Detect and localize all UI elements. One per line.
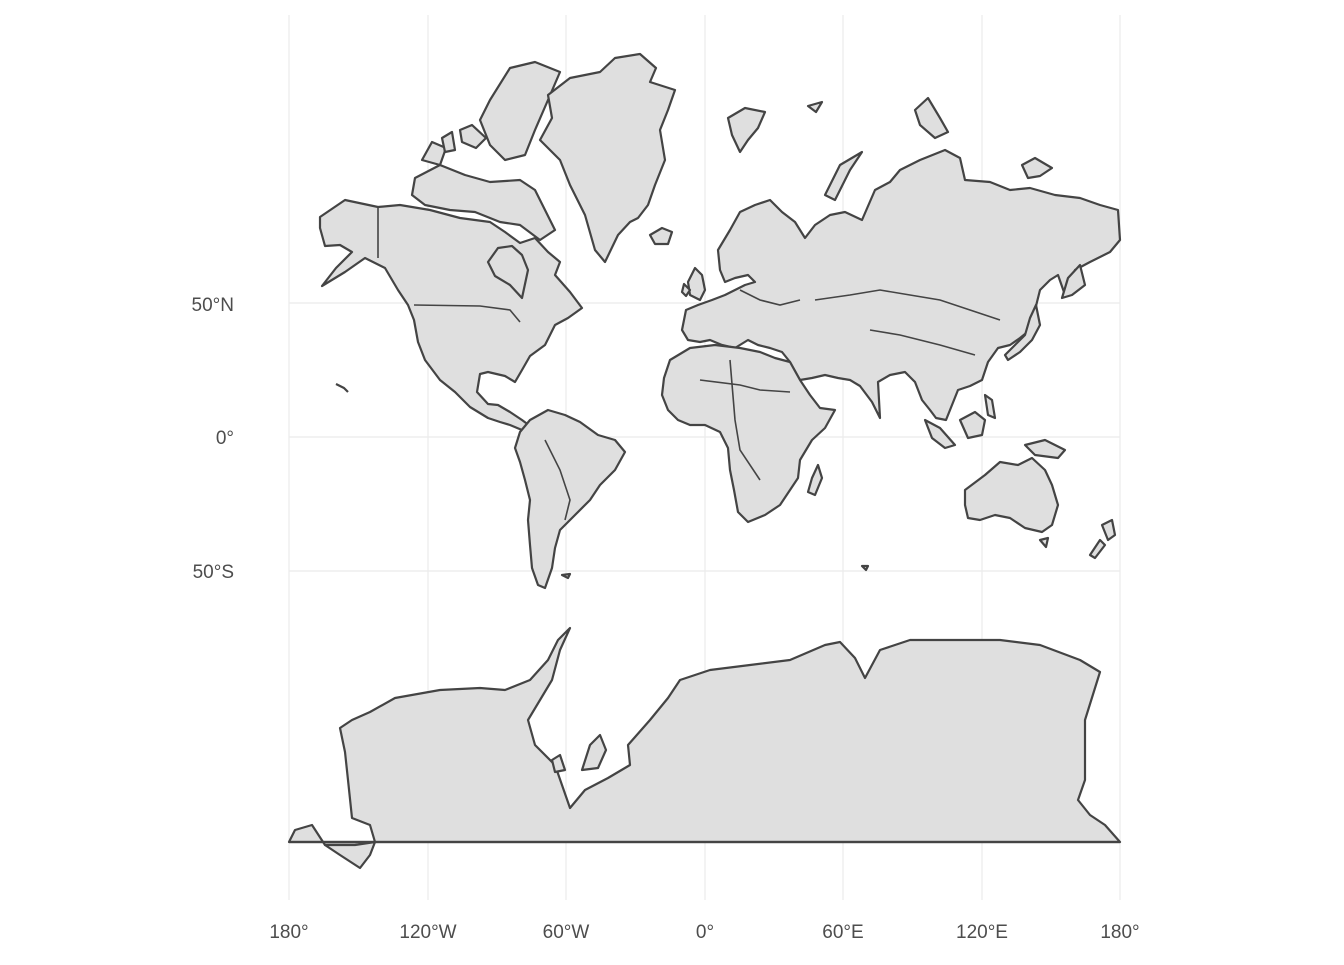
- x-tick-label: 180°: [269, 922, 308, 943]
- landmass-arctic-islands-1: [478, 60, 562, 162]
- landmass-hudson-bay-islands: [486, 244, 530, 300]
- x-tick-label: 0°: [696, 922, 714, 943]
- landmass-philippines: [983, 393, 997, 420]
- landmass-falklands: [560, 572, 572, 580]
- landmass-new-zealand-south: [1088, 538, 1107, 560]
- landmass-eurasia: [680, 148, 1122, 422]
- x-tick-label: 60°E: [822, 922, 863, 943]
- landmass-antarctic-tip: [323, 840, 377, 870]
- y-tick-label: 0°: [216, 428, 234, 449]
- border-sa-1: [544, 439, 571, 521]
- landmass-antarctic-island-2: [550, 753, 567, 774]
- landmass-britain: [686, 266, 707, 302]
- landmass-ireland: [680, 282, 692, 298]
- landmass-arctic-islands-2: [410, 163, 557, 242]
- border-asia-1: [814, 289, 1001, 321]
- landmass-severnaya-zemlya: [913, 96, 950, 140]
- landmass-franz-josef: [806, 100, 824, 114]
- x-tick-label: 60°W: [543, 922, 590, 943]
- landmass-arctic-islands-4: [458, 123, 488, 150]
- y-tick-label: 50°S: [193, 562, 234, 583]
- landmass-antarctic-island: [580, 733, 608, 772]
- landmass-africa: [660, 343, 837, 524]
- landmass-kamchatka: [1060, 263, 1087, 300]
- landmass-iceland: [648, 226, 674, 246]
- x-tick-label: 120°E: [956, 922, 1008, 943]
- landmass-japan: [1003, 303, 1042, 362]
- border-us-canada: [413, 304, 521, 323]
- landmass-novaya-zemlya: [823, 150, 864, 202]
- landmass-antarctica: [287, 626, 1122, 847]
- landmass-tasmania: [1038, 536, 1050, 549]
- landmass-arctic-islands-3: [420, 140, 448, 167]
- landmass-madagascar: [806, 463, 824, 497]
- border-europe-1: [739, 289, 801, 306]
- landmass-indonesia-1: [923, 418, 957, 450]
- landmass-greenland: [538, 52, 677, 264]
- landmass-australia: [963, 456, 1060, 534]
- landmasses: [287, 52, 1122, 870]
- x-tick-label: 180°: [1100, 922, 1139, 943]
- landmass-kerguelen: [860, 564, 870, 572]
- landmass-new-siberian-islands: [1020, 156, 1054, 180]
- y-tick-label: 50°N: [192, 295, 234, 316]
- landmass-new-guinea: [1023, 438, 1067, 460]
- landmass-new-zealand: [1100, 518, 1117, 542]
- landmass-hawaii: [335, 383, 349, 393]
- landmass-svalbard: [726, 106, 767, 154]
- country-borders: [377, 207, 1001, 521]
- border-africa-2: [729, 359, 761, 481]
- y-axis-labels: 50°N 0° 50°S: [192, 295, 234, 583]
- border-asia-2: [869, 329, 976, 356]
- x-axis-labels: 180° 120°W 60°W 0° 60°E 120°E 180°: [269, 922, 1139, 943]
- border-africa-1: [699, 379, 791, 393]
- landmass-borneo: [958, 410, 987, 440]
- x-tick-label: 120°W: [399, 922, 456, 943]
- landmass-arctic-islands-5: [440, 130, 457, 154]
